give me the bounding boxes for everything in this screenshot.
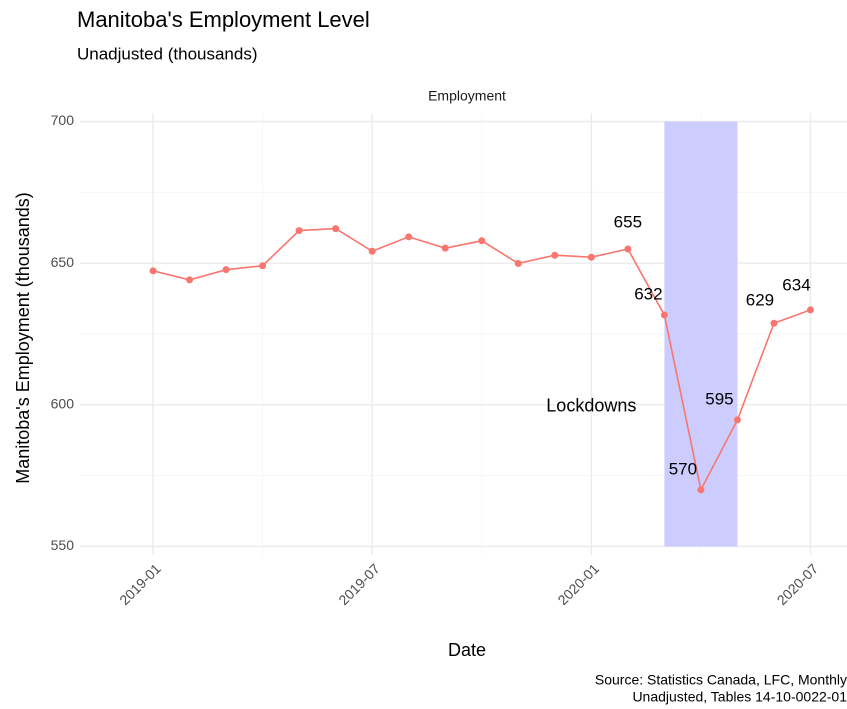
point bbox=[551, 251, 559, 259]
point bbox=[770, 319, 778, 327]
shaded-region bbox=[664, 121, 738, 547]
caption: Unadjusted, Tables 14-10-0022-01 bbox=[632, 689, 847, 705]
data-label: 570 bbox=[669, 459, 697, 478]
chart-title: Manitoba's Employment Level bbox=[77, 7, 370, 32]
point bbox=[295, 227, 303, 235]
data-label: 595 bbox=[705, 389, 733, 408]
point bbox=[514, 259, 522, 267]
point bbox=[806, 306, 814, 314]
point bbox=[186, 276, 194, 284]
data-label: 632 bbox=[634, 285, 662, 304]
caption: Source: Statistics Canada, LFC, Monthly bbox=[595, 672, 847, 688]
point bbox=[259, 262, 267, 270]
y-tick-label: 600 bbox=[51, 396, 75, 412]
annotation: Lockdowns bbox=[546, 396, 636, 416]
point bbox=[441, 244, 449, 252]
x-axis-label: Date bbox=[448, 640, 486, 660]
y-axis-label: Manitoba's Employment (thousands) bbox=[13, 192, 33, 484]
y-tick-label: 550 bbox=[51, 537, 75, 553]
point bbox=[332, 225, 340, 233]
y-tick-label: 700 bbox=[51, 112, 75, 128]
data-label: 655 bbox=[614, 212, 642, 231]
point bbox=[149, 267, 157, 275]
point bbox=[733, 416, 741, 424]
point bbox=[478, 237, 486, 245]
chart-subtitle: Unadjusted (thousands) bbox=[77, 44, 258, 63]
point bbox=[587, 253, 595, 261]
point bbox=[660, 311, 668, 319]
y-tick-label: 650 bbox=[51, 254, 75, 270]
point bbox=[624, 245, 632, 253]
x-tick-label: 2020-07 bbox=[774, 560, 822, 608]
point bbox=[697, 486, 705, 494]
point bbox=[368, 247, 376, 255]
x-tick-label: 2020-01 bbox=[554, 560, 602, 608]
data-label: 634 bbox=[782, 275, 810, 294]
point bbox=[222, 266, 230, 274]
data-label: 629 bbox=[746, 291, 774, 310]
facet-label: Employment bbox=[428, 88, 506, 104]
x-tick-label: 2019-01 bbox=[116, 560, 164, 608]
point bbox=[405, 233, 413, 241]
x-tick-label: 2019-07 bbox=[335, 560, 383, 608]
